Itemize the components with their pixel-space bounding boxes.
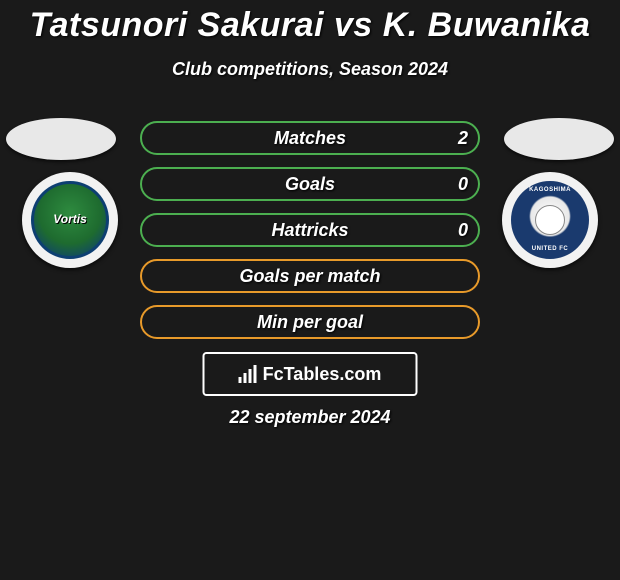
stat-right-value: 2 xyxy=(458,128,468,149)
stat-row-goals-per-match: Goals per match xyxy=(140,259,480,293)
stat-row-goals: Goals 0 xyxy=(140,167,480,201)
stat-label: Goals per match xyxy=(239,266,380,287)
page-title: Tatsunori Sakurai vs K. Buwanika xyxy=(0,0,620,45)
stat-row-hattricks: Hattricks 0 xyxy=(140,213,480,247)
player-avatar-left xyxy=(6,118,116,160)
brand-box[interactable]: FcTables.com xyxy=(203,352,418,396)
stat-label: Matches xyxy=(274,128,346,149)
stat-right-value: 0 xyxy=(458,220,468,241)
stat-right-value: 0 xyxy=(458,174,468,195)
stat-row-matches: Matches 2 xyxy=(140,121,480,155)
club-crest-right: KAGOSHIMA UNITED FC xyxy=(511,181,589,259)
stat-label: Min per goal xyxy=(257,312,363,333)
crest-right-top-text: KAGOSHIMA xyxy=(513,187,587,194)
player-avatar-right xyxy=(504,118,614,160)
club-badge-left: Vortis xyxy=(22,172,118,268)
stats-container: Matches 2 Goals 0 Hattricks 0 Goals per … xyxy=(140,121,480,351)
club-crest-left: Vortis xyxy=(31,181,109,259)
club-badge-right: KAGOSHIMA UNITED FC xyxy=(502,172,598,268)
date-text: 22 september 2024 xyxy=(0,407,620,428)
brand-text: FcTables.com xyxy=(263,364,382,385)
stat-row-min-per-goal: Min per goal xyxy=(140,305,480,339)
subtitle: Club competitions, Season 2024 xyxy=(0,59,620,80)
crest-right-bottom-text: UNITED FC xyxy=(513,246,587,253)
crest-left-text: Vortis xyxy=(53,213,87,226)
stat-label: Goals xyxy=(285,174,335,195)
stat-label: Hattricks xyxy=(271,220,348,241)
bar-chart-icon xyxy=(239,365,259,383)
